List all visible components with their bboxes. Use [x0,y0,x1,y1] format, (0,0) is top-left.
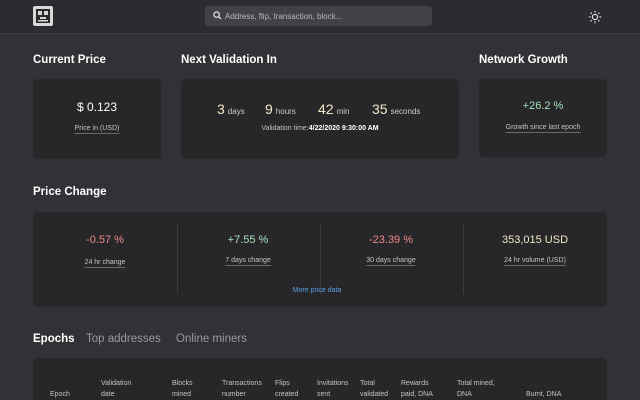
volume-24h-label[interactable]: 24 hr volume (USD) [504,257,566,266]
volume-24h-value: 353,015 USD [501,234,569,246]
current-price-value: $ 0.123 [76,100,118,114]
countdown-days: 3 days [217,101,245,117]
change-7d-value: +7.55 % [227,234,269,246]
validation-time-label: Validation time: [261,125,309,132]
next-validation-title: Next Validation In [181,54,277,66]
logo-icon[interactable] [33,6,53,26]
validation-time: Validation time:4/22/2020 9:30:00 AM [261,125,378,132]
network-growth-value: +26.2 % [522,100,564,112]
current-price-title: Current Price [33,54,106,66]
search-input[interactable] [225,6,425,26]
change-24h-value: -0.57 % [86,234,124,246]
countdown-hours: 9 hours [265,101,296,117]
change-7d-label[interactable]: 7 days change [225,257,271,266]
tab-epochs[interactable]: Epochs [33,333,75,345]
search-box[interactable] [205,6,432,26]
col-rewards-paid[interactable]: Rewards paid, DNA [401,380,433,398]
current-price-label[interactable]: Price in (USD) [74,125,120,134]
change-24h-label[interactable]: 24 hr change [84,259,126,268]
change-30d-value: -23.39 % [368,234,414,246]
price-change-7d: +7.55 % 7 days change [177,212,320,307]
divider [320,224,321,294]
divider [463,224,464,294]
network-growth-label[interactable]: Growth since last epoch [505,124,581,133]
col-burnt[interactable]: Burnt, DNA [526,391,562,398]
epochs-table: Epoch Validation date Blocks mined Transac… [33,358,607,400]
col-validation-date[interactable]: Validation date [101,380,132,398]
col-flips-created[interactable]: Flips created [275,380,299,398]
col-transactions-number[interactable]: Transactions number [222,380,262,398]
network-growth-title: Network Growth [479,54,568,66]
validation-time-value: 4/22/2020 9:30:00 AM [308,125,379,132]
col-invitations-sent[interactable]: Invitations sent [317,380,349,398]
current-price-card: $ 0.123 Price in (USD) [33,79,161,159]
col-blocks-mined[interactable]: Blocks mined [172,380,193,398]
network-growth-card: +26.2 % Growth since last epoch [479,79,607,157]
sun-icon[interactable] [588,10,602,24]
countdown-minutes: 42 min [318,101,350,117]
divider [177,224,178,294]
search-icon [213,11,222,20]
top-bar [0,0,640,34]
col-total-mined[interactable]: Total mined, DNA [457,380,495,398]
price-change-title: Price Change [33,186,107,198]
more-price-data-link[interactable]: More price data [292,287,342,294]
change-30d-label[interactable]: 30 days change [366,257,416,266]
tab-top-addresses[interactable]: Top addresses [86,333,161,345]
price-change-card: -0.57 % 24 hr change +7.55 % 7 days chan… [33,212,607,307]
price-change-30d: -23.39 % 30 days change [320,212,463,307]
price-change-volume: 353,015 USD 24 hr volume (USD) [463,212,607,307]
tab-online-miners[interactable]: Online miners [176,333,247,345]
price-change-24h: -0.57 % 24 hr change [33,212,177,307]
next-validation-card: 3 days 9 hours 42 min 35 seconds Validation … [181,79,459,159]
countdown-seconds: 35 seconds [372,101,421,117]
col-total-validated[interactable]: Total validated [360,380,389,398]
col-epoch[interactable]: Epoch [50,391,70,398]
